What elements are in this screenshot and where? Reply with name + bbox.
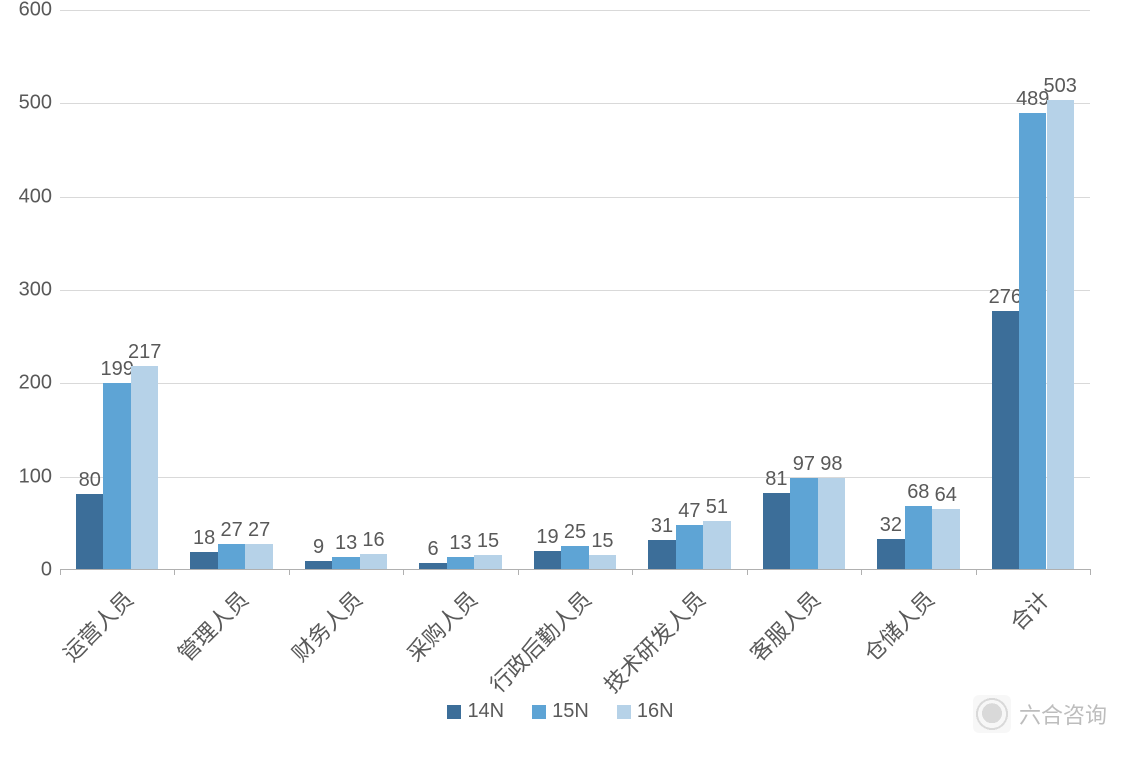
bar: 68 <box>905 506 932 569</box>
legend-swatch <box>617 705 631 719</box>
bar-value-label: 16 <box>362 529 384 554</box>
bar: 276 <box>992 311 1019 569</box>
y-tick-label: 500 <box>19 92 60 115</box>
bar: 199 <box>103 383 130 569</box>
bar-value-label: 47 <box>678 500 700 525</box>
bar-value-label: 27 <box>248 519 270 544</box>
x-category-label: 管理人员 <box>169 583 254 668</box>
bar: 27 <box>245 544 272 569</box>
bar: 9 <box>305 561 332 569</box>
x-category-label: 技术研发人员 <box>596 583 712 699</box>
bar-value-label: 13 <box>335 532 357 557</box>
bar: 19 <box>534 551 561 569</box>
y-tick-label: 100 <box>19 465 60 488</box>
legend-label: 16N <box>637 700 674 723</box>
legend: 14N 15N 16N <box>0 700 1121 724</box>
y-tick-label: 200 <box>19 372 60 395</box>
bar-value-label: 13 <box>449 532 471 557</box>
bar-value-label: 6 <box>428 538 439 563</box>
watermark: 六合咨询 <box>973 695 1107 733</box>
category-group: 819798 <box>747 10 861 569</box>
bar: 32 <box>877 539 904 569</box>
category-group: 192515 <box>518 10 632 569</box>
category-group: 91316 <box>289 10 403 569</box>
bar-value-label: 25 <box>564 521 586 546</box>
bar: 13 <box>332 557 359 569</box>
y-tick-label: 600 <box>19 0 60 22</box>
category-group: 182727 <box>174 10 288 569</box>
bar: 31 <box>648 540 675 569</box>
bar-value-label: 27 <box>221 519 243 544</box>
y-tick-label: 300 <box>19 279 60 302</box>
x-category-label: 运营人员 <box>55 583 140 668</box>
bar-value-label: 19 <box>536 526 558 551</box>
bar: 503 <box>1047 100 1074 569</box>
bar-value-label: 97 <box>793 453 815 478</box>
bar: 6 <box>419 563 446 569</box>
bar: 64 <box>932 509 959 569</box>
plot-area: 0100200300400500600801992171827279131661… <box>60 10 1090 570</box>
bar: 47 <box>676 525 703 569</box>
legend-swatch <box>447 705 461 719</box>
x-tick-mark <box>1090 569 1091 575</box>
chart-container: 0100200300400500600801992171827279131661… <box>0 0 1121 757</box>
bar: 98 <box>818 478 845 569</box>
legend-label: 15N <box>552 700 589 723</box>
bar: 15 <box>474 555 501 569</box>
bar-value-label: 15 <box>477 530 499 555</box>
bar: 27 <box>218 544 245 569</box>
legend-swatch <box>532 705 546 719</box>
legend-item: 16N <box>617 700 674 723</box>
bar: 489 <box>1019 113 1046 569</box>
category-group: 276489503 <box>976 10 1090 569</box>
wechat-icon <box>973 695 1011 733</box>
bar-value-label: 64 <box>935 484 957 509</box>
bar-value-label: 15 <box>591 530 613 555</box>
bar-value-label: 98 <box>820 453 842 478</box>
x-category-label: 合计 <box>1002 583 1056 637</box>
x-category-label: 行政后勤人员 <box>482 583 598 699</box>
bar-value-label: 81 <box>765 468 787 493</box>
bar-value-label: 80 <box>79 469 101 494</box>
bar: 80 <box>76 494 103 569</box>
y-tick-label: 0 <box>41 559 60 582</box>
x-axis-labels: 运营人员管理人员财务人员采购人员行政后勤人员技术研发人员客服人员仓储人员合计 <box>60 575 1090 695</box>
bar-value-label: 32 <box>880 514 902 539</box>
y-tick-label: 400 <box>19 185 60 208</box>
bar: 51 <box>703 521 730 569</box>
bar-value-label: 68 <box>907 481 929 506</box>
category-group: 326864 <box>861 10 975 569</box>
bar-value-label: 276 <box>989 286 1022 311</box>
bar-value-label: 503 <box>1044 75 1077 100</box>
legend-item: 14N <box>447 700 504 723</box>
bar: 97 <box>790 478 817 569</box>
bar: 15 <box>589 555 616 569</box>
x-category-label: 采购人员 <box>398 583 483 668</box>
bar: 16 <box>360 554 387 569</box>
bar-value-label: 31 <box>651 515 673 540</box>
bar-value-label: 18 <box>193 527 215 552</box>
x-category-label: 仓储人员 <box>856 583 941 668</box>
bar: 18 <box>190 552 217 569</box>
bar: 81 <box>763 493 790 569</box>
category-group: 314751 <box>632 10 746 569</box>
watermark-text: 六合咨询 <box>1019 698 1107 730</box>
bar-value-label: 217 <box>128 341 161 366</box>
bar-value-label: 51 <box>706 496 728 521</box>
category-group: 61315 <box>403 10 517 569</box>
legend-item: 15N <box>532 700 589 723</box>
bar: 217 <box>131 366 158 569</box>
bar: 13 <box>447 557 474 569</box>
legend-label: 14N <box>467 700 504 723</box>
category-group: 80199217 <box>60 10 174 569</box>
bar: 25 <box>561 546 588 569</box>
x-category-label: 客服人员 <box>742 583 827 668</box>
bar-value-label: 9 <box>313 536 324 561</box>
x-category-label: 财务人员 <box>284 583 369 668</box>
